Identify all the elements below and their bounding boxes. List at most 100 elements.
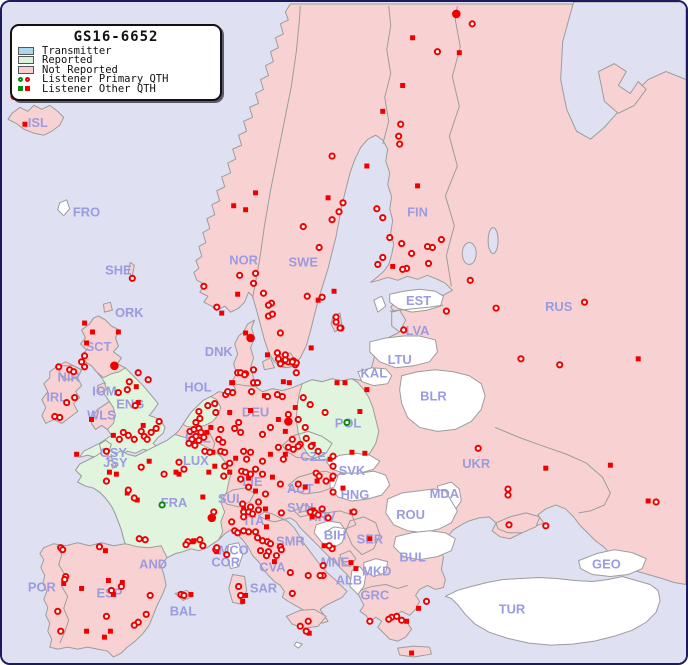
listener-primary-qth-marker [273,349,281,357]
listener-other-qth-marker [321,543,327,549]
listener-primary-qth-marker [57,627,65,635]
listener-other-qth-marker [380,108,386,114]
region-label-ita: ITA [245,513,265,528]
listener-other-qth-marker [282,428,288,434]
qth-square-icon [25,86,30,92]
listener-primary-qth-marker [213,303,221,311]
listener-primary-qth-marker [130,621,138,629]
listener-primary-qth-marker [492,304,500,312]
listener-other-qth-marker [107,628,113,634]
listener-other-qth-marker [349,449,355,455]
listener-primary-qth-marker [408,249,416,258]
listener-primary-qth-marker [95,543,104,551]
listener-other-qth-marker [235,291,241,297]
listener-other-qth-marker [105,578,111,583]
bulgaria [393,530,456,561]
listener-primary-qth-marker [253,534,262,542]
listener-primary-qth-marker [258,470,267,478]
listener-other-qth-marker [327,456,333,462]
crete [397,645,432,658]
border-swe-fin [382,5,392,145]
listener-other-qth-marker [208,424,214,430]
lithuania [369,335,438,369]
listener-primary-qth-marker [221,448,229,456]
region-label-dnk: DNK [205,344,234,359]
listener-other-qth-marker [404,618,410,624]
listener-primary-qth-marker [278,393,286,401]
listener-primary-qth-marker [274,443,282,451]
listener-primary-qth-marker [322,477,330,485]
listener-primary-qth-marker [336,324,344,332]
slovakia [325,452,381,474]
landmass-group [7,2,686,658]
listener-primary-qth-marker [272,552,280,560]
listener-primary-qth-marker [80,352,89,360]
listener-other-qth-marker [102,548,108,554]
border-sui [220,487,256,508]
listener-primary-qth-marker [123,386,131,394]
listener-primary-qth-marker [319,562,327,570]
listener-cluster-marker [452,9,461,19]
listener-primary-qth-marker [114,389,122,397]
listener-other-qth-marker [200,494,206,500]
listener-primary-qth-marker [237,475,245,483]
listener-other-qth-marker [79,585,85,591]
region-label-lux: LUX [183,453,209,468]
listener-primary-qth-marker [302,627,310,635]
listener-primary-qth-marker [258,430,267,438]
listener-other-qth-marker [240,598,246,604]
region-label-fin: FIN [407,205,428,220]
listener-other-qth-marker [306,630,312,636]
border-fin-rus [444,5,461,287]
listener-primary-qth-marker [284,410,292,419]
legend-square-icons [18,86,40,92]
listener-other-qth-marker [212,463,218,469]
region-label-mda: MDA [430,486,459,501]
listener-other-qth-marker [275,416,281,422]
orkney [102,301,113,313]
listener-other-qth-marker [314,478,320,484]
listener-primary-qth-marker [276,360,284,368]
listener-primary-qth-marker [428,243,437,252]
listener-primary-qth-marker [251,528,260,536]
listener-other-qth-marker [456,50,462,56]
region-label-and: AND [139,557,167,572]
listener-primary-qth-marker [128,274,136,282]
listener-other-qth-marker [262,506,268,512]
estonian-islands [373,295,387,313]
legend-item-label: Not Reported [42,63,118,76]
swatch [18,65,34,74]
listener-other-qth-marker [119,580,125,585]
region-label-kal: KAL [361,366,388,381]
region-label-iom: IOM [92,384,116,399]
listener-primary-qth-marker [442,307,450,315]
listener-primary-qth-marker [335,208,343,216]
listener-primary-qth-marker [264,301,273,309]
listener-primary-qth-marker [124,431,132,439]
listener-primary-qth-marker [276,329,284,337]
listener-other-qth-marker [334,380,340,386]
listener-primary-qth-marker [182,541,190,549]
listener-primary-qth-marker [119,428,127,436]
listener-other-qth-marker [331,288,337,294]
listener-other-qth-marker [110,432,116,438]
listener-primary-qth-marker [131,401,139,410]
region-label-ltu: LTU [388,352,412,367]
listener-primary-qth-marker [580,298,589,306]
region-label-rou: ROU [396,507,425,522]
listener-primary-qth-marker [294,442,302,450]
listener-other-qth-marker [410,35,416,41]
listener-other-qth-marker [310,507,316,513]
listener-primary-qth-marker [200,433,208,441]
listener-primary-qth-marker [221,462,229,470]
listener-primary-qth-marker [146,591,154,599]
listener-primary-qth-marker [321,408,329,417]
listener-primary-qth-marker [262,552,271,560]
listener-other-qth-marker [282,451,288,457]
listener-primary-qth-marker [220,472,228,480]
legend-item-listener-other-qth: Listener Other QTH [18,83,214,95]
listener-primary-qth-marker [339,199,347,207]
region-label-blr: BLR [420,389,447,404]
border-lines-group [56,5,611,644]
region-label-ukr: UKR [462,456,491,471]
